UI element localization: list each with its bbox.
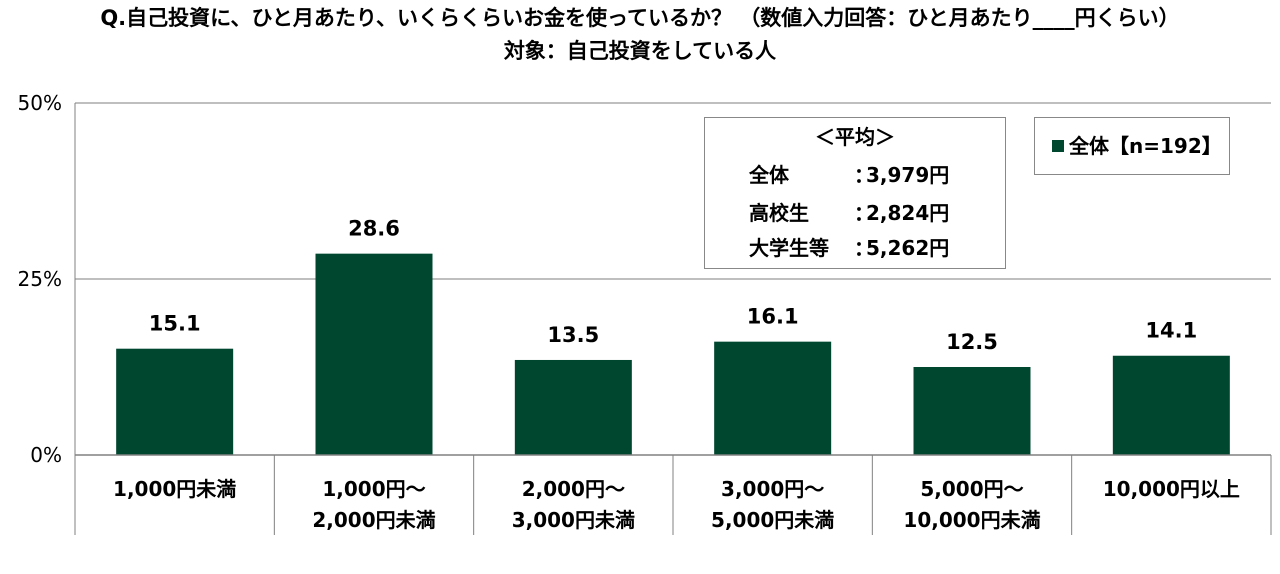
y-tick-label: 50% — [18, 91, 62, 115]
average-value: 5,262円 — [866, 236, 950, 260]
x-tick-label: 5,000円未満 — [711, 508, 834, 532]
average-row-high-school: 高校生 ：2,824円 — [749, 198, 949, 228]
x-tick-label: 1,000円～ — [322, 477, 425, 501]
data-label: 15.1 — [149, 312, 201, 336]
legend-label: 全体【n=192】 — [1069, 134, 1222, 158]
average-label: 高校生 — [749, 201, 809, 225]
average-label: 全体 — [749, 163, 789, 187]
legend-swatch — [1052, 140, 1064, 152]
average-row-all: 全体 ：3,979円 — [749, 160, 949, 190]
bar — [1112, 355, 1230, 455]
average-separator: ： — [854, 236, 874, 260]
average-separator: ： — [854, 201, 874, 225]
average-value: 3,979円 — [866, 163, 950, 187]
x-tick-label: 10,000円未満 — [903, 508, 1040, 532]
y-tick-label: 0% — [30, 443, 62, 467]
bar — [315, 253, 433, 455]
chart-subtitle: 対象：自己投資をしている人 — [503, 39, 777, 63]
average-value: 2,824円 — [866, 201, 950, 225]
bar — [116, 348, 234, 455]
x-tick-label: 2,000円～ — [522, 477, 625, 501]
data-label: 16.1 — [747, 305, 799, 329]
chart-title: Q.自己投資に、ひと月あたり、いくらくらいお金を使っているか？ （数値入力回答：… — [100, 6, 1180, 30]
data-label: 28.6 — [348, 217, 400, 241]
data-label: 12.5 — [946, 330, 998, 354]
bar — [514, 359, 632, 455]
x-tick-label: 5,000円～ — [920, 477, 1023, 501]
legend: 全体【n=192】 — [1034, 117, 1230, 175]
x-tick-label: 2,000円未満 — [312, 508, 435, 532]
average-separator: ： — [854, 163, 874, 187]
x-tick-label: 3,000円～ — [721, 477, 824, 501]
average-box-title: ＜平均＞ — [815, 125, 895, 149]
bar — [714, 341, 832, 455]
bar — [913, 367, 1031, 455]
data-label: 14.1 — [1145, 319, 1197, 343]
x-tick-label: 10,000円以上 — [1103, 477, 1240, 501]
x-tick-label: 1,000円未満 — [113, 477, 236, 501]
y-tick-label: 25% — [18, 267, 62, 291]
x-tick-label: 3,000円未満 — [512, 508, 635, 532]
data-label: 13.5 — [547, 323, 599, 347]
average-row-university: 大学生等 ：5,262円 — [749, 233, 949, 263]
average-label: 大学生等 — [749, 236, 829, 260]
average-box: ＜平均＞ 全体 ：3,979円 高校生 ：2,824円 大学生等 ：5,262円 — [704, 117, 1006, 269]
